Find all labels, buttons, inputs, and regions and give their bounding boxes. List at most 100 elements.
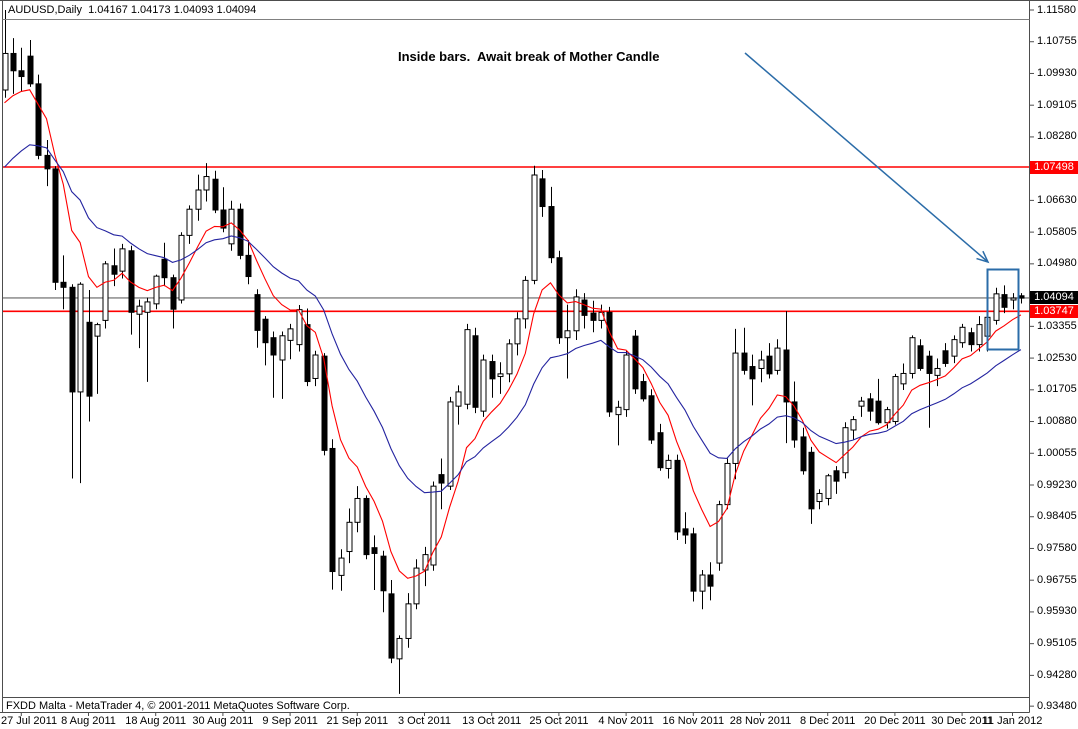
candle-body: [623, 354, 630, 411]
candle-body: [102, 263, 109, 321]
candle-body: [2, 52, 9, 91]
candle-body: [489, 361, 496, 380]
candle-body: [909, 337, 916, 374]
candle-body: [304, 324, 311, 383]
candle-body: [354, 497, 361, 523]
candle-body: [640, 381, 647, 400]
date-label: 27 Jul 2011: [1, 715, 58, 727]
chart-text-annotation: Inside bars. Await break of Mother Candl…: [398, 49, 660, 64]
candle-body: [581, 299, 588, 316]
candle-body: [69, 286, 76, 393]
candle-body: [875, 400, 882, 424]
candle-body: [60, 281, 67, 288]
candle-body: [833, 470, 840, 482]
candle-body: [816, 492, 823, 503]
candle-body: [195, 189, 202, 210]
candle-body: [1018, 295, 1025, 299]
candle-body: [363, 497, 370, 556]
candle-body: [405, 603, 412, 639]
candle-body: [153, 275, 160, 305]
candle-body: [514, 318, 521, 345]
date-label: 30 Dec 2011: [931, 715, 993, 727]
candle-body: [287, 328, 294, 341]
candle-body: [128, 250, 135, 313]
candle-body: [178, 234, 185, 301]
candle-body: [388, 593, 395, 659]
candle-body: [86, 321, 93, 397]
candle-body: [606, 311, 613, 413]
candle-body: [699, 574, 706, 592]
candle-body: [716, 504, 723, 564]
candle-body: [808, 451, 815, 510]
candle-body: [119, 248, 126, 272]
candle-body: [329, 447, 336, 573]
date-label: 25 Oct 2011: [529, 715, 589, 727]
price-tick-label: 1.09930: [1037, 66, 1077, 79]
candle-body: [170, 277, 177, 310]
candle-body: [10, 52, 17, 72]
candle-body: [892, 376, 899, 423]
candle-body: [741, 352, 748, 371]
candle-body: [455, 391, 462, 407]
platform-attribution: FXDD Malta - MetaTrader 4, © 2001-2011 M…: [6, 700, 350, 712]
candle-body: [884, 409, 891, 424]
candle-body: [161, 258, 168, 279]
candle-body: [993, 293, 1000, 321]
candle-body: [674, 459, 681, 533]
price-level-badge: 1.04094: [1030, 291, 1078, 305]
candle-body: [926, 355, 933, 374]
candle-body: [228, 208, 235, 245]
candle-body: [464, 329, 471, 405]
candle-body: [766, 355, 773, 375]
arrow-head: [976, 250, 990, 264]
candle-body: [254, 294, 261, 331]
candle-body: [590, 312, 597, 321]
candle-body: [842, 427, 849, 474]
candle-body: [539, 178, 546, 208]
candle-body: [270, 337, 277, 356]
price-level-badge: 1.07498: [1030, 160, 1078, 174]
chart-symbol-quote: AUDUSD,Daily 1.04167 1.04173 1.04093 1.0…: [8, 4, 257, 16]
candle-body: [942, 350, 949, 364]
candle-body: [531, 174, 538, 281]
price-tick-label: 1.02530: [1037, 351, 1077, 364]
candle-body: [203, 176, 210, 191]
candle-body: [1010, 297, 1017, 301]
candle-body: [111, 265, 118, 275]
candle-body: [312, 354, 319, 379]
candle-body: [497, 373, 504, 378]
inside-bars-highlight-box: [986, 268, 1020, 351]
candle-body: [522, 279, 529, 320]
candle-body: [548, 206, 555, 259]
candle-body: [648, 395, 655, 441]
candle-body: [396, 637, 403, 660]
date-label: 4 Nov 2011: [598, 715, 654, 727]
candle-body: [413, 567, 420, 605]
price-level-badge: 1.03747: [1030, 304, 1078, 318]
candle-body: [900, 372, 907, 385]
price-tick-label: 1.04980: [1037, 257, 1077, 270]
price-tick-label: 1.05805: [1037, 225, 1077, 238]
price-tick-label: 1.11580: [1037, 3, 1076, 16]
candle-body: [245, 254, 252, 278]
date-label: 11 Jan 2012: [982, 715, 1043, 727]
price-tick-label: 0.93480: [1037, 699, 1077, 712]
candle-body: [951, 339, 958, 357]
candle-body: [657, 432, 664, 469]
candle-body: [27, 55, 34, 85]
price-tick-label: 0.97580: [1037, 541, 1077, 554]
candle-body: [77, 283, 84, 393]
candle-body: [707, 574, 714, 587]
price-tick-label: 1.08280: [1037, 130, 1077, 143]
candle-body: [212, 178, 219, 211]
candle-body: [371, 547, 378, 554]
candle-body: [934, 367, 941, 376]
candle-body: [564, 330, 571, 339]
candle-body: [825, 475, 832, 499]
date-label: 16 Nov 2011: [662, 715, 725, 727]
candle-body: [52, 168, 59, 283]
price-tick-label: 1.00055: [1037, 446, 1077, 459]
price-tick-label: 0.94280: [1037, 668, 1077, 681]
arrow-line: [744, 52, 989, 263]
